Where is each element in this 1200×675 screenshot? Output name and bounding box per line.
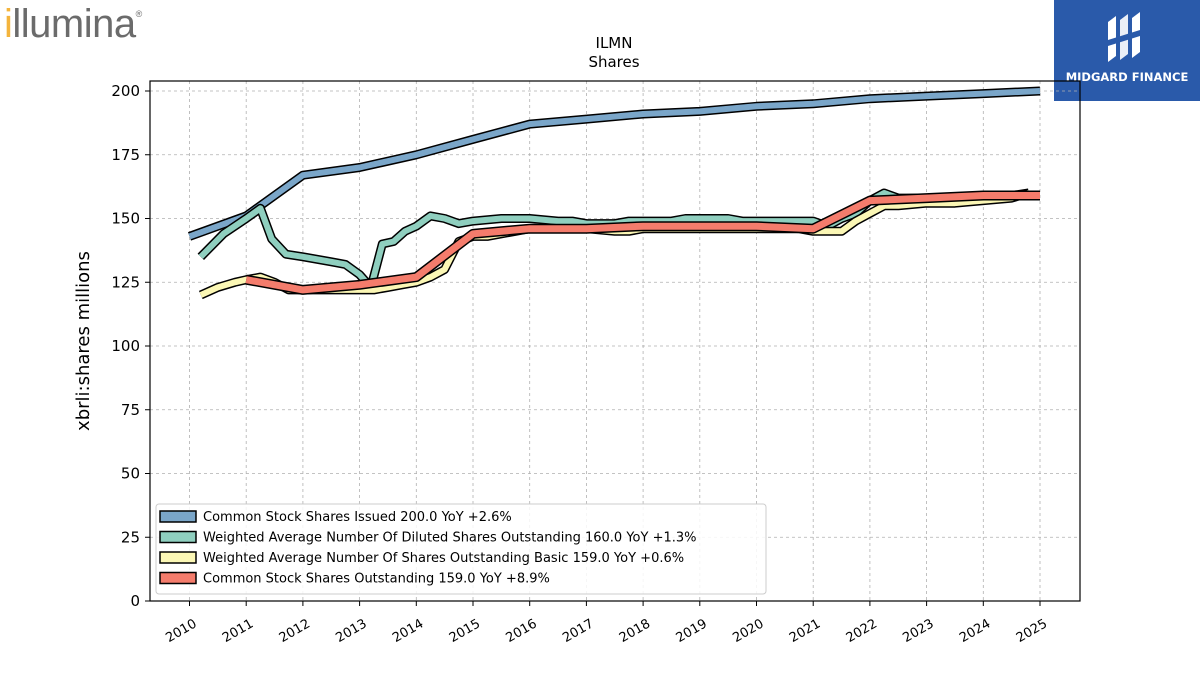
- legend-entry-label: Weighted Average Number Of Diluted Share…: [203, 531, 697, 546]
- legend-swatch: [159, 551, 197, 564]
- y-tick-label: 150: [111, 210, 140, 228]
- legend: Common Stock Shares Issued 200.0 YoY +2.…: [155, 503, 767, 595]
- x-tick-label: 2020: [730, 616, 766, 646]
- x-tick-label: 2017: [560, 616, 596, 646]
- y-tick-label: 125: [111, 273, 140, 291]
- illumina-logo: illumina®: [4, 2, 143, 46]
- legend-swatch: [159, 571, 197, 585]
- x-axis-ticks: 2010 2011 2012 2013 2014 2015 2016 2017 2018 2019…: [163, 601, 1050, 646]
- x-tick-label: 2011: [220, 616, 256, 646]
- y-tick-label: 25: [121, 528, 140, 546]
- x-tick-label: 2015: [447, 616, 483, 646]
- grid: [150, 81, 1080, 602]
- y-axis-label: xbrli:shares millions: [73, 251, 94, 431]
- series-line: [245, 192, 1040, 294]
- x-tick-label: 2022: [844, 616, 880, 646]
- y-axis-ticks: 0 25 50 75 100 125 150 175 200: [111, 82, 150, 610]
- chart-title: ILMN: [596, 34, 633, 52]
- legend-entry-label: Common Stock Shares Issued 200.0 YoY +2.…: [203, 510, 512, 525]
- logo-registered-mark: ®: [135, 9, 143, 19]
- y-tick-label: 175: [111, 146, 140, 164]
- x-tick-label: 2016: [504, 616, 540, 646]
- legend-entry-label: Weighted Average Number Of Shares Outsta…: [203, 551, 684, 566]
- series-line-outline: [187, 86, 1041, 241]
- midgard-finance-badge: MIDGARD FINANCE: [1054, 0, 1200, 101]
- x-tick-label: 2024: [957, 616, 993, 646]
- y-tick-label: 100: [111, 337, 140, 355]
- x-tick-label: 2019: [674, 616, 710, 646]
- y-tick-label: 50: [121, 465, 140, 483]
- y-tick-label: 75: [121, 401, 140, 419]
- series-line-outline: [198, 188, 1030, 300]
- x-tick-label: 2014: [390, 616, 426, 646]
- series-line: [188, 88, 1041, 240]
- x-tick-label: 2018: [617, 616, 653, 646]
- x-tick-label: 2013: [333, 616, 369, 646]
- legend-box: [155, 503, 767, 595]
- x-tick-label: 2025: [1014, 616, 1050, 646]
- x-tick-label: 2010: [163, 616, 199, 646]
- midgard-finance-logo-icon: [1108, 12, 1140, 62]
- badge-name: MIDGARD FINANCE: [1065, 70, 1189, 84]
- x-tick-label: 2021: [787, 616, 823, 646]
- x-tick-label: 2023: [900, 616, 936, 646]
- y-tick-label: 0: [130, 592, 140, 610]
- plot-frame: [149, 80, 1081, 602]
- logo-text: llumina: [12, 2, 136, 46]
- legend-entry-label: Common Stock Shares Outstanding 159.0 Yo…: [203, 572, 550, 587]
- legend-swatch: [159, 510, 197, 523]
- x-tick-label: 2012: [277, 616, 313, 646]
- chart-subtitle: Shares: [588, 53, 639, 71]
- legend-swatch: [159, 530, 197, 544]
- y-tick-label: 200: [111, 82, 140, 100]
- series-lines: [187, 86, 1041, 300]
